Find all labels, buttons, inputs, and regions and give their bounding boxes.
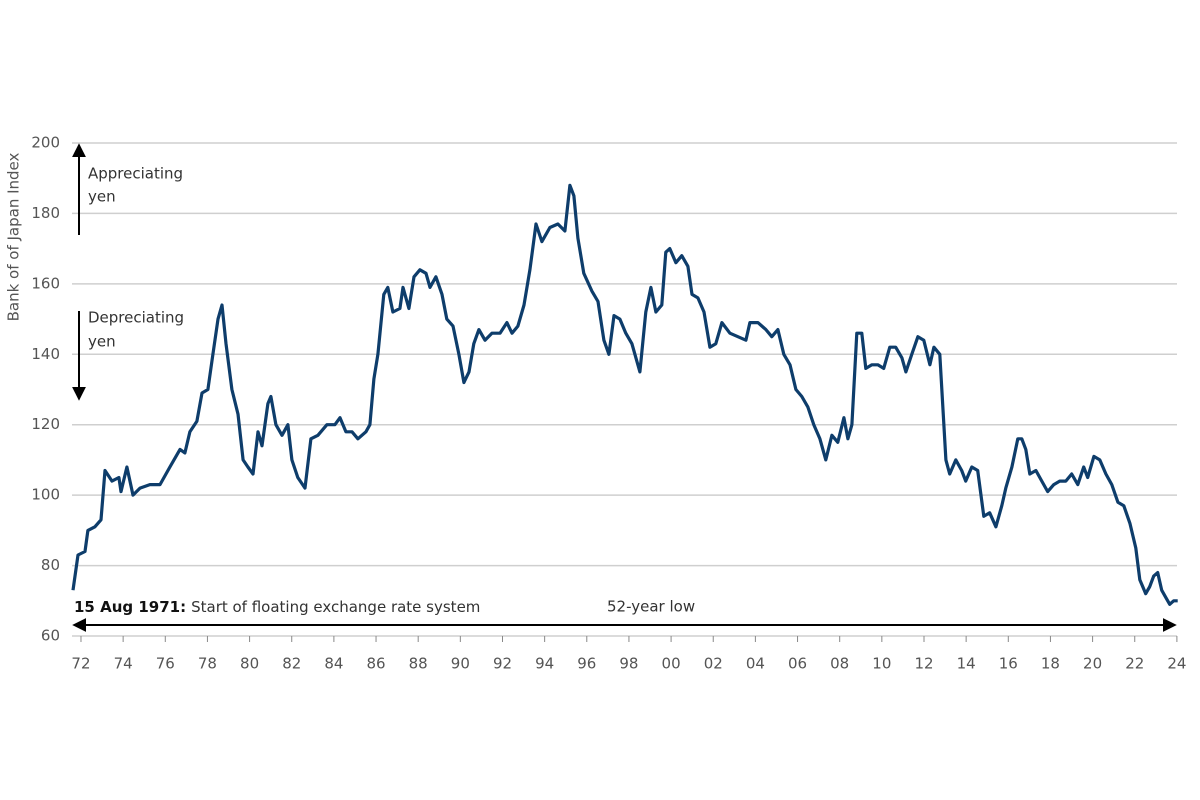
annotation-text: Start of floating exchange rate system — [191, 598, 480, 616]
x-tick-label: 86 — [366, 655, 385, 673]
y-tick-label: 100 — [31, 486, 60, 504]
x-tick-label: 82 — [282, 655, 301, 673]
x-tick-label: 14 — [957, 655, 976, 673]
x-tick-label: 18 — [1041, 655, 1060, 673]
x-tick-label: 22 — [1125, 655, 1144, 673]
x-tick-label: 08 — [830, 655, 849, 673]
x-tick-label: 78 — [198, 655, 217, 673]
annotation: yen — [88, 333, 116, 351]
y-tick-label: 140 — [31, 345, 60, 363]
x-tick-label: 80 — [240, 655, 259, 673]
x-tick-label: 92 — [493, 655, 512, 673]
x-tick-label: 72 — [71, 655, 90, 673]
x-tick-label: 10 — [872, 655, 891, 673]
x-tick-label: 12 — [914, 655, 933, 673]
x-tick-label: 24 — [1167, 655, 1186, 673]
annotation-date: 15 Aug 1971: — [74, 598, 186, 616]
x-tick-label: 90 — [451, 655, 470, 673]
y-tick-label: 60 — [41, 627, 60, 645]
annotation: 15 Aug 1971: Start of floating exchange r… — [74, 598, 480, 616]
y-tick-label: 160 — [31, 274, 60, 292]
y-axis-title: Bank of of Japan Index — [5, 152, 23, 321]
x-tick-label: 20 — [1083, 655, 1102, 673]
x-tick-label: 02 — [704, 655, 723, 673]
x-tick-label: 88 — [409, 655, 428, 673]
y-tick-label: 200 — [31, 134, 60, 152]
x-tick-label: 96 — [577, 655, 596, 673]
x-tick-label: 94 — [535, 655, 554, 673]
x-tick-label: 04 — [746, 655, 765, 673]
y-tick-label: 180 — [31, 204, 60, 222]
y-tick-label: 80 — [41, 556, 60, 574]
x-tick-label: 98 — [619, 655, 638, 673]
annotation: 52-year low — [607, 598, 695, 616]
annotation: yen — [88, 188, 116, 206]
x-tick-label: 84 — [324, 655, 343, 673]
x-tick-label: 76 — [156, 655, 175, 673]
line — [71, 183, 1178, 606]
x-tick-label: 74 — [114, 655, 133, 673]
y-tick-label: 120 — [31, 415, 60, 433]
x-tick-label: 16 — [999, 655, 1018, 673]
x-tick-label: 06 — [788, 655, 807, 673]
annotation: Depreciating — [88, 309, 184, 327]
x-tick-label: 00 — [662, 655, 681, 673]
annotation: Appreciating — [88, 165, 183, 183]
